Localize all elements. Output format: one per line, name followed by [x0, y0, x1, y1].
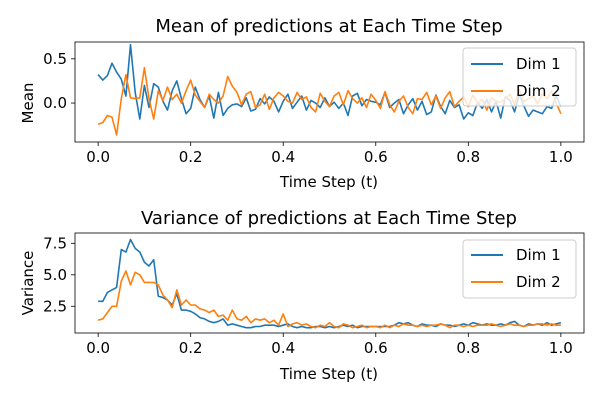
variance-xtick-label: 0.8	[456, 339, 480, 357]
mean-chart-title: Mean of predictions at Each Time Step	[155, 16, 502, 37]
variance-chart-lines	[97, 238, 562, 329]
mean-xtick-label: 0.6	[364, 148, 388, 166]
variance-xtick-label: 0.4	[271, 339, 295, 357]
mean-legend-label-dim1: Dim 1	[516, 55, 561, 73]
variance-xtick-label: 0.6	[364, 339, 388, 357]
variance-chart-frame	[74, 232, 585, 334]
mean-xtick-label: 0.4	[271, 148, 295, 166]
variance-chart-xlabel: Time Step (t)	[279, 365, 378, 383]
variance-xtick-label: 1.0	[549, 339, 573, 357]
variance-ytick-label: 2.5	[43, 297, 67, 315]
variance-chart-title: Variance of predictions at Each Time Ste…	[141, 208, 517, 229]
mean-chart-legend: Dim 1 Dim 2	[462, 47, 577, 107]
mean-chart-frame	[74, 41, 585, 143]
mean-chart-xlabel: Time Step (t)	[279, 173, 378, 191]
variance-ytick-label: 7.5	[43, 234, 67, 252]
mean-ytick-label: 0.5	[43, 50, 67, 68]
mean-chart-yticks: 0.5 0.0	[43, 50, 75, 112]
mean-chart-ylabel: Mean	[19, 83, 37, 124]
mean-xtick-label: 0.0	[86, 148, 110, 166]
variance-subplot: Variance of predictions at Each Time Ste…	[19, 208, 585, 383]
variance-series-line-dim2	[97, 270, 561, 329]
mean-xtick-label: 1.0	[549, 148, 573, 166]
mean-subplot: Mean of predictions at Each Time Step Me…	[19, 16, 585, 191]
mean-ytick-label: 0.0	[43, 94, 67, 112]
variance-chart-yticks: 7.5 5.0 2.5	[43, 234, 75, 315]
mean-chart-xticks: 0.0 0.2 0.4 0.6 0.8 1.0	[86, 142, 573, 166]
variance-xtick-label: 0.2	[179, 339, 203, 357]
variance-ytick-label: 5.0	[43, 266, 67, 284]
mean-legend-label-dim2: Dim 2	[516, 82, 561, 100]
variance-legend-label-dim1: Dim 1	[516, 246, 561, 264]
variance-chart-xticks: 0.0 0.2 0.4 0.6 0.8 1.0	[86, 333, 573, 357]
variance-chart-ylabel: Variance	[19, 251, 37, 316]
mean-xtick-label: 0.8	[456, 148, 480, 166]
variance-legend-label-dim2: Dim 2	[516, 273, 561, 291]
variance-chart-legend: Dim 1 Dim 2	[462, 239, 577, 299]
mean-xtick-label: 0.2	[179, 148, 203, 166]
variance-xtick-label: 0.0	[86, 339, 110, 357]
